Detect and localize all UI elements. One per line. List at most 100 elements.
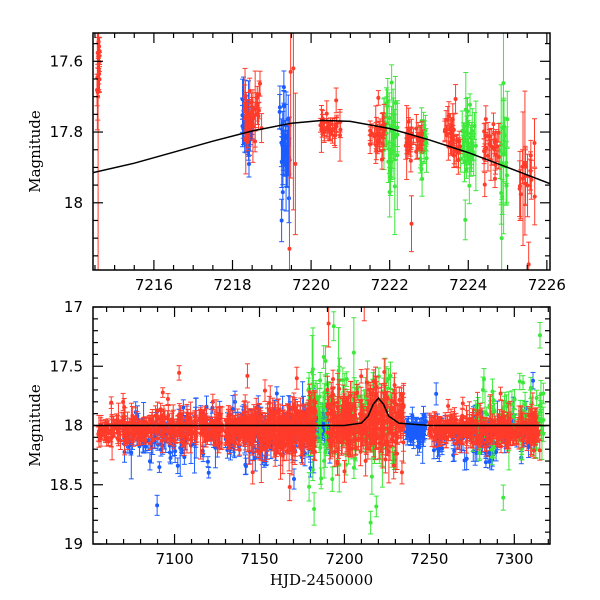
data-point — [517, 379, 522, 384]
data-point — [408, 158, 413, 163]
data-point — [374, 504, 379, 509]
data-point — [483, 145, 488, 150]
data-point — [462, 159, 467, 164]
data-point — [489, 144, 494, 149]
data-point — [230, 407, 235, 412]
data-point — [147, 459, 152, 464]
data-point — [388, 373, 393, 378]
x-tick-label: 7218 — [213, 276, 251, 294]
data-point — [322, 458, 327, 463]
data-point — [501, 495, 506, 500]
data-point — [392, 184, 397, 189]
data-point — [395, 153, 400, 158]
data-point — [528, 385, 533, 390]
data-point — [291, 477, 296, 482]
data-point — [387, 115, 392, 120]
data-point — [523, 181, 528, 186]
data-point — [509, 402, 514, 407]
data-point — [414, 126, 419, 131]
model-curve — [93, 119, 550, 185]
data-point — [537, 333, 542, 338]
data-point — [182, 442, 187, 447]
data-point — [368, 520, 373, 525]
data-point — [409, 221, 414, 226]
data-point — [315, 397, 320, 402]
data-point — [380, 133, 385, 138]
data-point — [181, 405, 186, 410]
data-point — [461, 135, 466, 140]
data-point — [534, 395, 539, 400]
data-point — [384, 131, 389, 136]
data-point — [286, 117, 291, 122]
data-point — [98, 430, 103, 435]
data-point — [538, 391, 543, 396]
data-point — [463, 107, 468, 112]
data-point — [369, 474, 374, 479]
data-point — [284, 163, 289, 168]
data-point — [328, 122, 333, 127]
data-point — [254, 102, 259, 107]
data-point — [318, 445, 323, 450]
data-point — [307, 484, 312, 489]
data-point — [431, 448, 436, 453]
data-point — [489, 447, 494, 452]
x-tick-label: 7222 — [371, 276, 409, 294]
data-point — [288, 69, 293, 74]
data-point — [245, 114, 250, 119]
data-point — [456, 158, 461, 163]
data-point — [421, 432, 426, 437]
data-point — [368, 142, 373, 147]
x-tick-label: 7224 — [449, 276, 487, 294]
y-tick-label: 17.6 — [50, 52, 83, 70]
data-point — [363, 395, 368, 400]
data-point — [374, 148, 379, 153]
data-point — [530, 378, 535, 383]
data-point — [453, 96, 458, 101]
data-point — [310, 467, 315, 472]
data-point — [102, 431, 107, 436]
data-point — [245, 134, 250, 139]
data-point — [282, 104, 287, 109]
data-point — [286, 158, 291, 163]
data-point — [312, 506, 317, 511]
data-point — [505, 117, 510, 122]
data-point — [495, 144, 500, 149]
data-point — [487, 459, 492, 464]
data-point — [482, 149, 487, 154]
x-tick-label: 7220 — [292, 276, 330, 294]
data-point — [143, 444, 148, 449]
data-point — [340, 377, 345, 382]
data-point — [463, 217, 468, 222]
data-point — [173, 449, 178, 454]
data-point — [452, 448, 457, 453]
x-tick-label: 7216 — [135, 276, 173, 294]
data-point — [444, 133, 449, 138]
y-tick-label: 18 — [64, 194, 83, 212]
data-point — [504, 173, 509, 178]
data-point — [517, 186, 522, 191]
data-point — [243, 102, 248, 107]
data-point — [468, 102, 473, 107]
data-point — [477, 451, 482, 456]
data-point — [466, 131, 471, 136]
y-tick-label: 17.8 — [50, 123, 83, 141]
data-point — [496, 155, 501, 160]
data-point — [286, 196, 291, 201]
y-axis-label: Magnitude — [26, 110, 44, 193]
data-point — [406, 127, 411, 132]
data-point — [155, 503, 160, 508]
data-point — [424, 156, 429, 161]
data-point — [523, 402, 528, 407]
data-point — [491, 398, 496, 403]
data-point — [334, 98, 339, 103]
data-point — [386, 376, 391, 381]
data-point — [157, 465, 162, 470]
data-point — [280, 190, 285, 195]
data-point — [492, 138, 497, 143]
data-point — [483, 117, 488, 122]
data-point — [526, 445, 531, 450]
data-point — [356, 394, 361, 399]
data-point — [434, 391, 439, 396]
data-point — [499, 236, 504, 241]
data-point — [473, 143, 478, 148]
